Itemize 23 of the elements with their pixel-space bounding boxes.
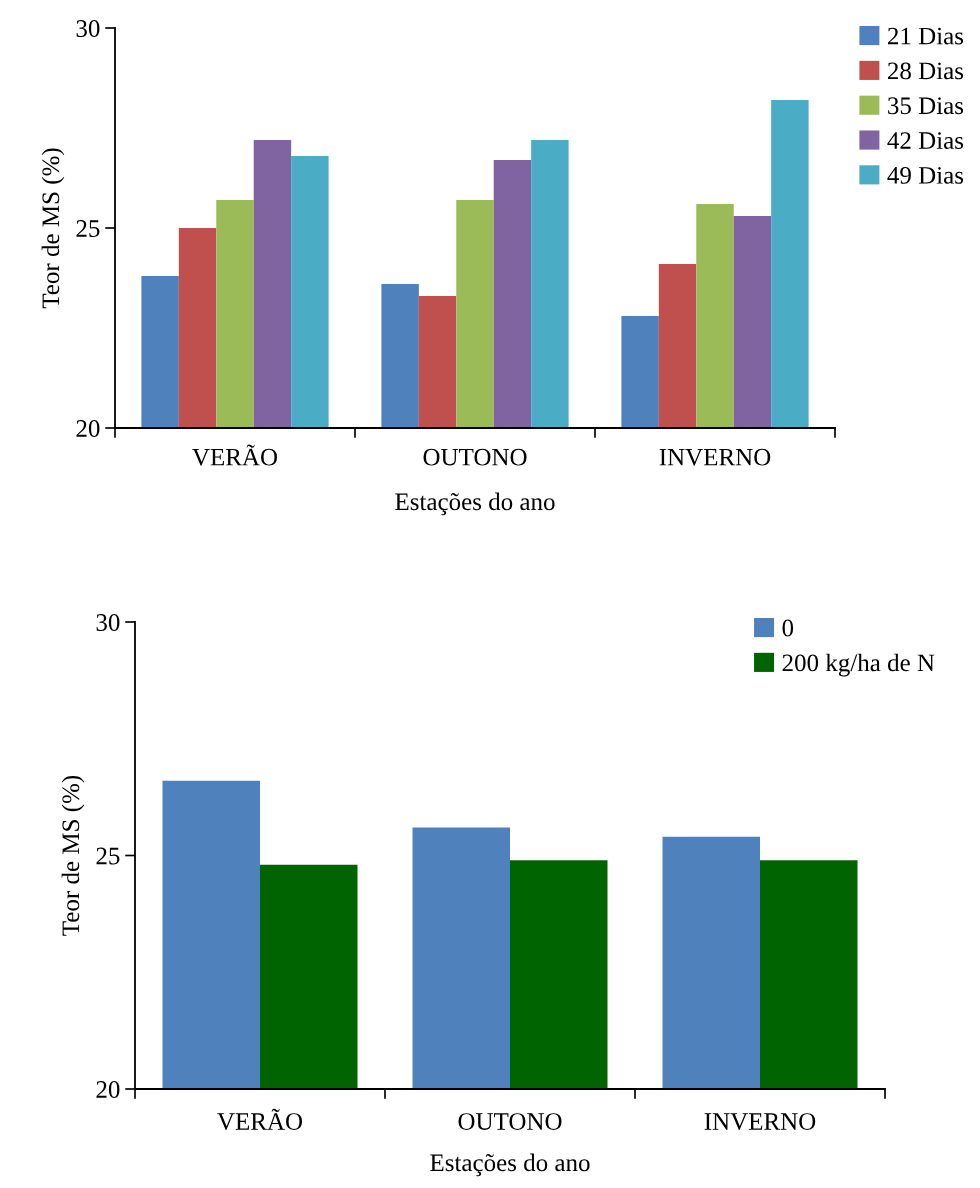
y-tick-label: 30 bbox=[76, 20, 100, 37]
x-tick-label: VERÃO bbox=[192, 444, 278, 466]
legend-label: 35 Dias bbox=[888, 97, 964, 115]
y-tick-label: 30 bbox=[96, 614, 120, 631]
legend-label: 21 Dias bbox=[888, 27, 964, 45]
y-tick-label: 25 bbox=[76, 220, 100, 237]
y-axis-title: Teor de MS (%) bbox=[61, 775, 85, 936]
y-axis-title: Teor de MS (%) bbox=[41, 148, 65, 309]
legend-label: 42 Dias bbox=[887, 132, 964, 149]
legend-label: 200 kg/ha de N bbox=[782, 653, 935, 677]
y-tick-label: 25 bbox=[96, 847, 120, 865]
legend-label: 49 Dias bbox=[887, 166, 964, 184]
legend-label: 0 bbox=[782, 619, 794, 637]
x-tick-label: INVERNO bbox=[659, 448, 771, 466]
x-tick-label: INVERNO bbox=[704, 1113, 816, 1131]
legend-label: 28 Dias bbox=[888, 62, 964, 80]
x-tick-label: VERÃO bbox=[217, 1108, 303, 1131]
x-axis-title: Estações do ano bbox=[395, 492, 555, 516]
x-tick-label: OUTONO bbox=[458, 1113, 562, 1130]
x-axis-title: Estações do ano bbox=[430, 1153, 590, 1177]
y-tick-label: 20 bbox=[96, 1081, 120, 1098]
x-tick-label: OUTONO bbox=[423, 448, 527, 466]
y-tick-label: 20 bbox=[76, 420, 100, 437]
